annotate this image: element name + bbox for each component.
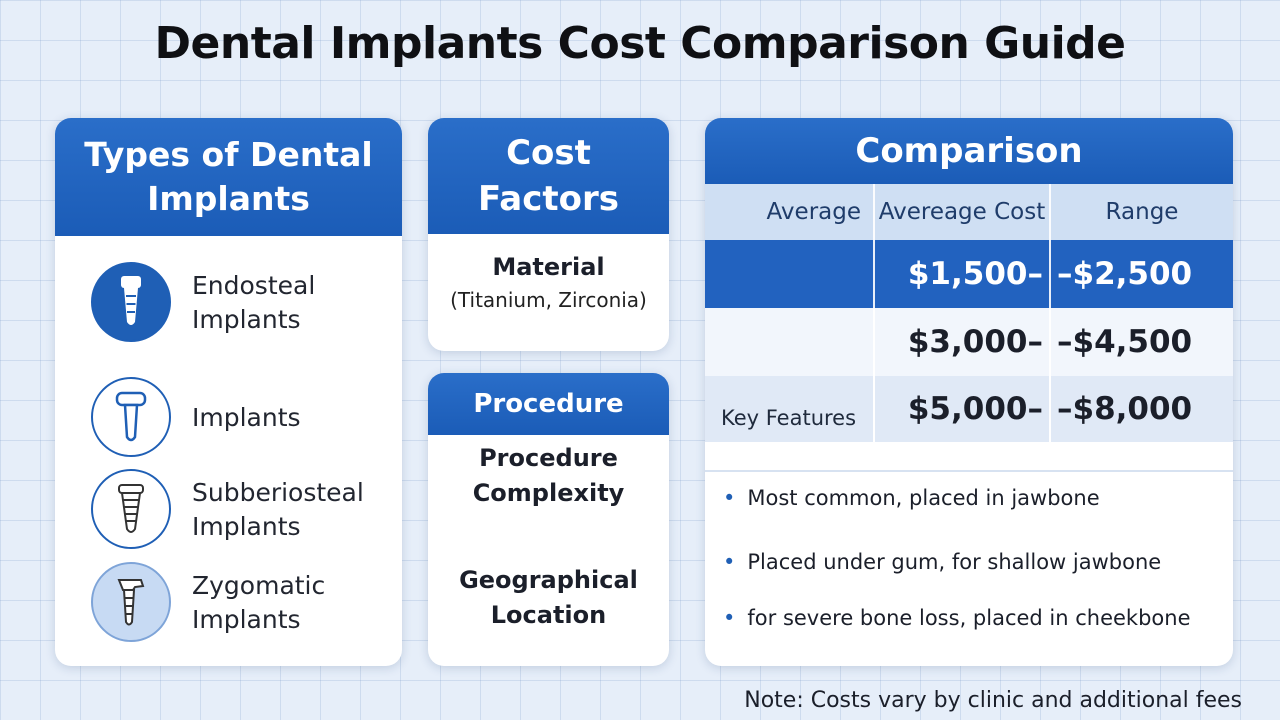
table-row: Key Features $5,000– –$8,000 bbox=[705, 376, 1233, 442]
comparison-table: Average Avereage Cost Range $1,500– –$2,… bbox=[705, 184, 1233, 442]
feature-text: Placed under gum, for shallow jawbone bbox=[747, 550, 1162, 574]
geographical-location-factor: Geographical Location bbox=[428, 563, 669, 633]
zygomatic-implant-icon bbox=[91, 562, 171, 642]
material-detail: (Titanium, Zirconia) bbox=[450, 288, 647, 312]
price-high: –$4,500 bbox=[1057, 324, 1193, 360]
row-label bbox=[705, 308, 875, 376]
type-label-line1: Zygomatic bbox=[192, 571, 326, 600]
factor-line2: Complexity bbox=[472, 479, 625, 507]
type-label-line2: Implants bbox=[192, 305, 301, 334]
bullet-icon: • bbox=[723, 606, 736, 630]
factor-line1: Procedure bbox=[479, 444, 618, 472]
price-high: –$8,000 bbox=[1057, 391, 1193, 427]
price-high: –$2,500 bbox=[1057, 256, 1193, 292]
subperiosteal-implant-icon bbox=[91, 469, 171, 549]
column-header: Average bbox=[705, 184, 875, 240]
cost-factors-heading: Cost Factors bbox=[428, 118, 669, 234]
footnote: Note: Costs vary by clinic and additiona… bbox=[744, 688, 1242, 713]
price-low: $3,000– bbox=[875, 308, 1051, 376]
row-label bbox=[705, 240, 875, 308]
bullet-icon: • bbox=[723, 550, 736, 574]
comparison-card: Comparison Average Avereage Cost Range $… bbox=[705, 118, 1233, 666]
key-features-list: • Most common, placed in jawbone • Placed … bbox=[705, 470, 1233, 630]
type-label-line1: Endosteal bbox=[192, 271, 316, 300]
procedure-card: Procedure Procedure Complexity Geographi… bbox=[428, 373, 669, 666]
endosteal-implant-icon bbox=[91, 262, 171, 342]
type-label-line2: Implants bbox=[192, 512, 301, 541]
table-row: $3,000– –$4,500 bbox=[705, 308, 1233, 376]
type-label-line1: Subberiosteal bbox=[192, 478, 364, 507]
type-item-subperiosteal: Subberiosteal Implants bbox=[55, 463, 402, 553]
type-label-line1: Implants bbox=[192, 403, 301, 432]
table-header-row: Average Avereage Cost Range bbox=[705, 184, 1233, 240]
table-row: $1,500– –$2,500 bbox=[705, 240, 1233, 308]
list-item: • Most common, placed in jawbone bbox=[723, 486, 1100, 510]
column-header: Avereage Cost bbox=[875, 184, 1051, 240]
feature-text: Most common, placed in jawbone bbox=[747, 486, 1100, 510]
list-item: • Placed under gum, for shallow jawbone bbox=[723, 550, 1161, 574]
feature-text: for severe bone loss, placed in cheekbon… bbox=[747, 606, 1191, 630]
type-item-implants: Implants bbox=[55, 371, 402, 461]
types-card: Types of Dental Implants Endosteal Impla… bbox=[55, 118, 402, 666]
material-label: Material bbox=[492, 253, 605, 281]
page-title: Dental Implants Cost Comparison Guide bbox=[154, 18, 1126, 69]
type-item-endosteal: Endosteal Implants bbox=[55, 256, 402, 346]
row-label: Key Features bbox=[705, 376, 875, 442]
types-card-heading: Types of Dental Implants bbox=[55, 118, 402, 236]
type-item-zygomatic: Zygomatic Implants bbox=[55, 556, 402, 646]
procedure-heading: Procedure bbox=[428, 373, 669, 435]
price-low: $1,500– bbox=[875, 240, 1051, 308]
column-header: Range bbox=[1105, 199, 1179, 225]
implant-icon bbox=[91, 377, 171, 457]
bullet-icon: • bbox=[723, 486, 736, 510]
factor-line1: Geographical bbox=[459, 566, 638, 594]
procedure-complexity-factor: Procedure Complexity bbox=[428, 441, 669, 511]
comparison-heading: Comparison bbox=[705, 118, 1233, 184]
price-low: $5,000– bbox=[875, 376, 1051, 442]
cost-factors-card: Cost Factors Material (Titanium, Zirconi… bbox=[428, 118, 669, 351]
list-item: • for severe bone loss, placed in cheekbo… bbox=[723, 606, 1191, 630]
factor-line2: Location bbox=[490, 601, 607, 629]
type-label-line2: Implants bbox=[192, 605, 301, 634]
